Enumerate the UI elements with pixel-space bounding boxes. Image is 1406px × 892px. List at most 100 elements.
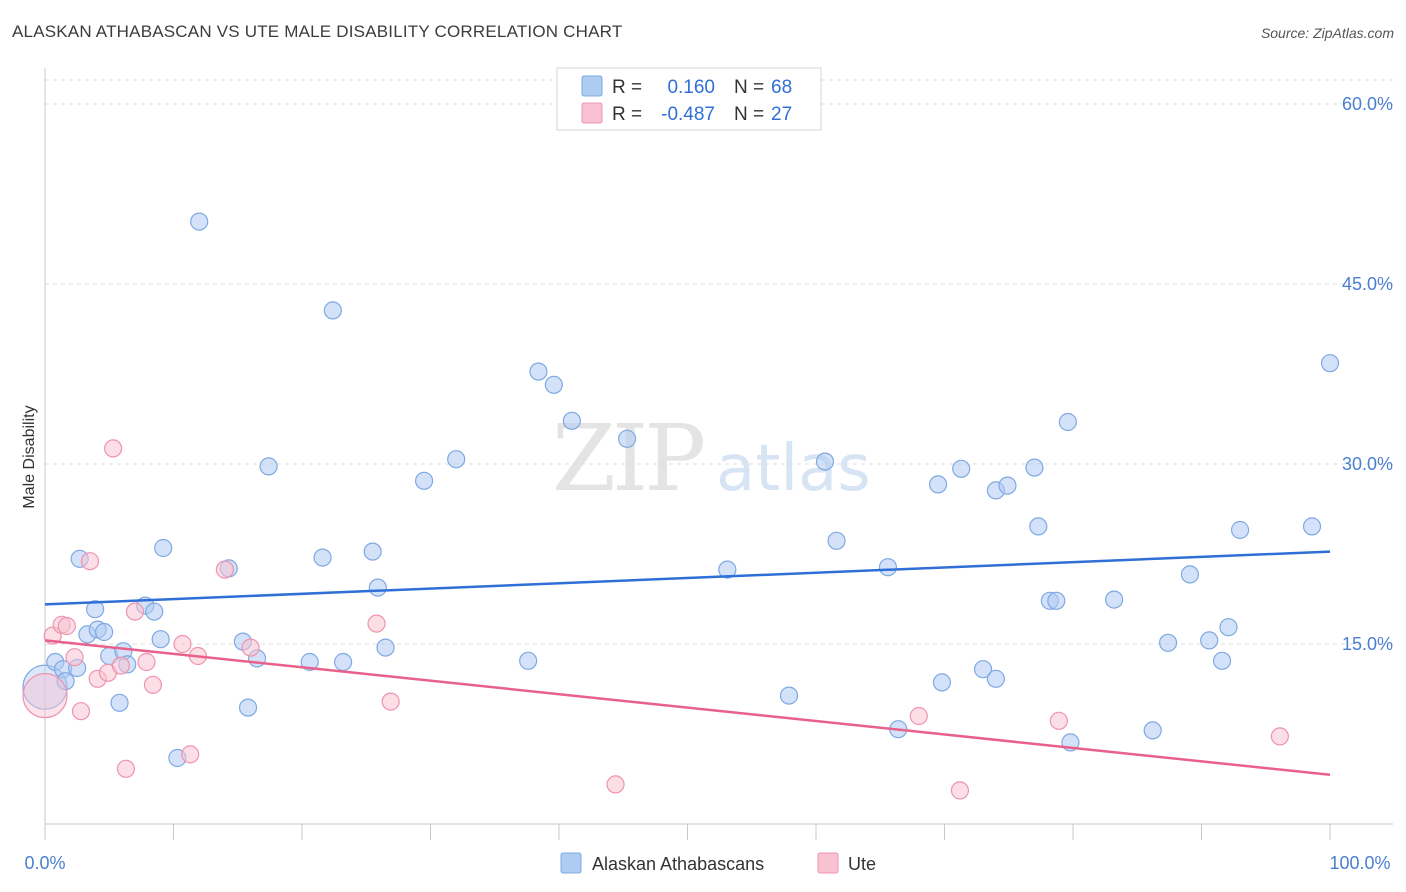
- point-ute-13: [137, 652, 156, 672]
- point-athabascan-62: [1200, 631, 1219, 650]
- point-athabascan-40: [779, 686, 799, 705]
- point-athabascan-49: [986, 669, 1006, 688]
- point-athabascan-25: [300, 652, 319, 672]
- y-tick-label-60: 60.0%: [1342, 94, 1393, 114]
- point-ute-22: [606, 775, 625, 794]
- point-ute-10: [111, 656, 130, 675]
- point-athabascan-36: [544, 375, 563, 394]
- series-legend-swatch-ute[interactable]: [817, 852, 839, 874]
- point-athabascan-28: [334, 652, 353, 672]
- point-ute-14: [143, 675, 163, 694]
- point-athabascan-64: [1219, 618, 1238, 637]
- point-ute-18: [215, 560, 234, 579]
- y-tick-label-15: 15.0%: [1342, 634, 1393, 654]
- point-athabascan-38: [618, 429, 637, 448]
- point-athabascan-16: [151, 630, 170, 649]
- point-athabascan-34: [519, 651, 538, 670]
- point-ute-0: [22, 672, 68, 719]
- point-ute-15: [173, 634, 192, 654]
- point-ute-9: [104, 439, 123, 458]
- stats-legend-r-label-2: R =: [612, 104, 642, 125]
- point-ute-26: [1270, 727, 1289, 746]
- point-ute-21: [381, 692, 400, 711]
- series-legend: Alaskan Athabascans Ute: [560, 852, 876, 874]
- point-athabascan-46: [932, 673, 952, 692]
- point-athabascan-52: [1025, 458, 1044, 477]
- point-athabascan-48: [973, 660, 993, 679]
- point-athabascan-7: [86, 600, 105, 619]
- point-ute-6: [80, 552, 100, 571]
- point-athabascan-31: [376, 638, 395, 657]
- point-athabascan-60: [1158, 633, 1178, 652]
- stats-legend-r-label-1: R =: [612, 77, 642, 98]
- gridlines: [45, 79, 1393, 645]
- point-ute-3: [57, 616, 76, 636]
- point-athabascan-35: [529, 362, 548, 381]
- stats-legend-n-label-2: N =: [734, 104, 764, 125]
- point-athabascan-24: [259, 457, 278, 476]
- point-athabascan-43: [878, 558, 898, 577]
- point-athabascan-66: [1302, 517, 1322, 536]
- point-athabascan-63: [1212, 651, 1232, 670]
- point-athabascan-11: [110, 693, 129, 712]
- point-ute-23: [909, 706, 928, 726]
- point-ute-19: [241, 638, 260, 657]
- x-tick-label-min: 0.0%: [24, 853, 65, 873]
- stats-legend-n-label-1: N =: [734, 77, 764, 98]
- chart-source: Source: ZipAtlas.com: [1260, 25, 1394, 41]
- point-athabascan-33: [447, 450, 466, 469]
- point-athabascan-27: [323, 301, 342, 320]
- stats-legend-swatch-ute: [581, 102, 603, 124]
- series-legend-label-ute[interactable]: Ute: [848, 854, 876, 874]
- point-athabascan-56: [1058, 412, 1077, 432]
- point-athabascan-26: [313, 548, 332, 567]
- point-ute-20: [367, 614, 386, 633]
- stats-legend-n-value-2: 27: [771, 104, 792, 125]
- point-athabascan-30: [368, 578, 387, 597]
- point-athabascan-9: [95, 622, 114, 642]
- point-athabascan-41: [815, 452, 835, 471]
- trend-line-athabascan: [44, 550, 1331, 606]
- y-tick-label-30: 30.0%: [1342, 454, 1393, 474]
- y-tick-label-45: 45.0%: [1342, 274, 1393, 294]
- point-athabascan-22: [238, 698, 258, 717]
- stats-legend-n-value-1: 68: [771, 77, 792, 98]
- point-ute-11: [116, 759, 136, 778]
- point-athabascan-47: [952, 459, 971, 478]
- y-ticks: 15.0% 30.0% 45.0% 60.0%: [1342, 94, 1393, 654]
- point-athabascan-39: [718, 560, 737, 579]
- point-ute-24: [950, 781, 970, 800]
- point-athabascan-32: [414, 471, 434, 490]
- point-ute-12: [125, 602, 145, 621]
- point-athabascan-61: [1180, 565, 1200, 584]
- point-ute-16: [181, 745, 200, 764]
- stats-legend-r-value-2: -0.487: [661, 104, 715, 125]
- series-legend-label-athabascan[interactable]: Alaskan Athabascans: [592, 854, 764, 874]
- trend-lines: [44, 550, 1331, 777]
- point-athabascan-65: [1230, 520, 1250, 540]
- watermark-atlas: atlas: [716, 432, 871, 506]
- trend-line-ute: [44, 639, 1331, 777]
- point-athabascan-45: [928, 475, 948, 494]
- data-points: [22, 212, 1340, 800]
- point-athabascan-42: [827, 531, 846, 550]
- axes: [44, 68, 1393, 825]
- x-tick-label-max: 100.0%: [1329, 853, 1390, 873]
- point-athabascan-58: [1105, 590, 1124, 609]
- point-athabascan-55: [1047, 591, 1066, 610]
- point-athabascan-51: [998, 476, 1017, 495]
- y-axis-label: Male Disability: [21, 405, 38, 508]
- point-athabascan-59: [1143, 721, 1162, 740]
- series-legend-swatch-athabascan[interactable]: [560, 852, 582, 874]
- point-athabascan-67: [1320, 354, 1340, 373]
- stats-legend: R = 0.160 N = 68 R = -0.487 N = 27: [556, 67, 822, 131]
- point-athabascan-29: [363, 542, 382, 561]
- x-ticks: [44, 824, 1331, 840]
- point-athabascan-3: [56, 672, 75, 691]
- point-athabascan-17: [154, 538, 173, 558]
- point-ute-5: [71, 702, 91, 721]
- point-athabascan-37: [562, 411, 581, 430]
- point-athabascan-53: [1029, 517, 1048, 536]
- point-ute-4: [65, 648, 84, 667]
